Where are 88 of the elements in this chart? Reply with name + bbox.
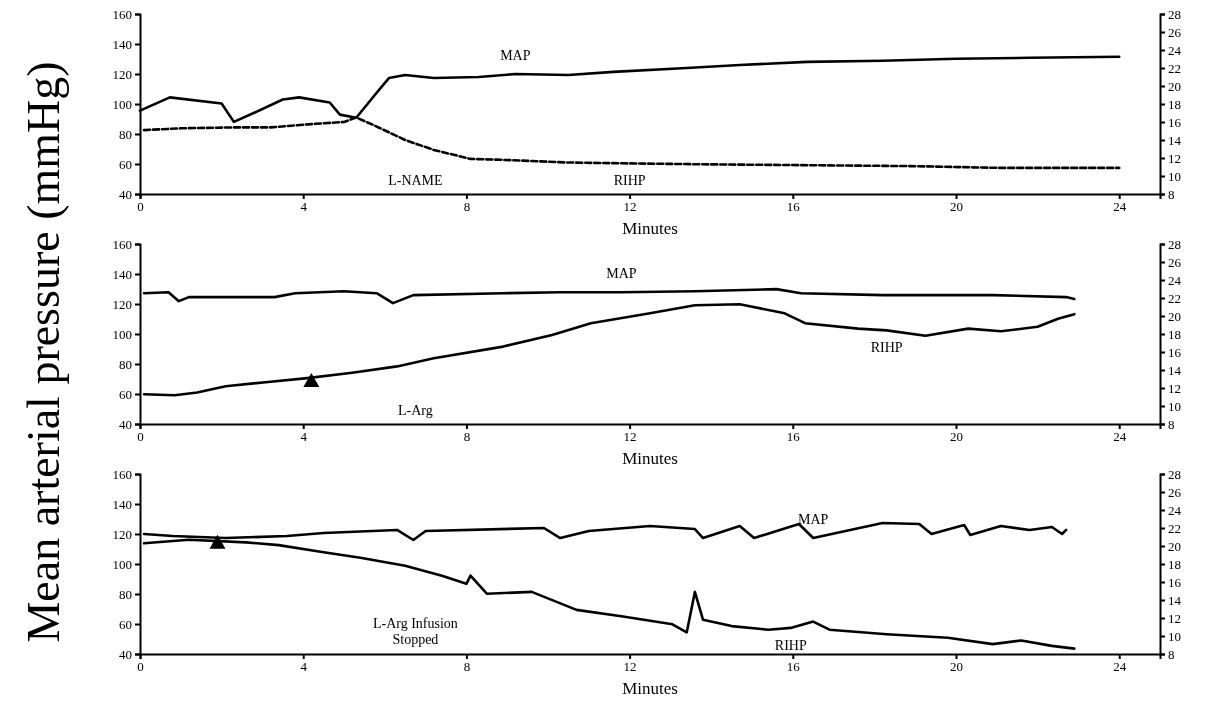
series-label: MAP xyxy=(606,266,637,282)
x-axis-title: Minutes xyxy=(622,679,678,698)
y-tick-label: 160 xyxy=(112,6,132,22)
x-tick-label: 0 xyxy=(137,199,144,215)
y2-tick-label: 18 xyxy=(1168,326,1181,342)
y2-tick-label: 8 xyxy=(1168,186,1175,202)
y2-tick-label: 14 xyxy=(1168,362,1182,378)
series-label: RIHP xyxy=(870,340,903,356)
y-tick-label: 160 xyxy=(112,466,132,482)
y-tick-label: 60 xyxy=(119,616,132,632)
y-tick-label: 140 xyxy=(112,266,132,282)
y2-tick-label: 22 xyxy=(1168,520,1181,536)
annotation: L-Arg Infusion Stopped xyxy=(372,615,458,648)
x-tick-label: 16 xyxy=(786,429,801,445)
y2-tick-label: 24 xyxy=(1168,42,1182,58)
x-tick-label: 4 xyxy=(300,659,308,675)
x-tick-label: 0 xyxy=(137,659,144,675)
x-axis-title: Minutes xyxy=(622,449,678,468)
y2-tick-label: 16 xyxy=(1168,344,1182,360)
y2-tick-label: 16 xyxy=(1168,114,1182,130)
x-tick-label: 0 xyxy=(137,429,144,445)
y2-tick-label: 26 xyxy=(1168,254,1182,270)
y2-tick-label: 20 xyxy=(1168,538,1181,554)
y-tick-label: 100 xyxy=(112,326,132,342)
series-label: MAP xyxy=(500,48,531,63)
x-tick-label: 8 xyxy=(463,199,471,215)
y2-tick-label: 20 xyxy=(1168,308,1181,324)
x-tick-label: 24 xyxy=(1113,429,1127,445)
y-tick-label: 140 xyxy=(112,496,132,512)
y2-tick-label: 26 xyxy=(1168,24,1182,40)
y2-tick-label: 10 xyxy=(1168,628,1181,644)
y2-tick-label: 26 xyxy=(1168,484,1182,500)
y2-tick-label: 10 xyxy=(1168,168,1181,184)
y-tick-label: 120 xyxy=(112,66,132,82)
y2-tick-label: 14 xyxy=(1168,592,1182,608)
x-tick-label: 20 xyxy=(950,659,963,675)
y2-tick-label: 22 xyxy=(1168,290,1181,306)
y-tick-label: 100 xyxy=(112,96,132,112)
y-tick-label: 120 xyxy=(112,296,132,312)
y2-tick-label: 24 xyxy=(1168,272,1182,288)
x-tick-label: 20 xyxy=(950,199,963,215)
y2-tick-label: 28 xyxy=(1168,6,1181,22)
y2-tick-label: 8 xyxy=(1168,646,1175,662)
y2-tick-label: 16 xyxy=(1168,574,1182,590)
y-tick-label: 60 xyxy=(119,156,132,172)
y-tick-label: 40 xyxy=(119,416,132,432)
x-axis-title: Minutes xyxy=(622,219,678,238)
y2-tick-label: 12 xyxy=(1168,610,1181,626)
y-tick-label: 160 xyxy=(112,236,132,252)
y2-tick-label: 22 xyxy=(1168,60,1181,76)
y-tick-label: 60 xyxy=(119,386,132,402)
y2-tick-label: 12 xyxy=(1168,380,1181,396)
annotation: L-Arg xyxy=(398,402,433,418)
y-tick-label: 80 xyxy=(119,356,132,372)
y-tick-label: 80 xyxy=(119,126,132,142)
series-label: RIHP xyxy=(613,173,646,189)
x-tick-label: 24 xyxy=(1113,199,1127,215)
y-tick-label: 40 xyxy=(119,186,132,202)
y2-tick-label: 18 xyxy=(1168,96,1181,112)
x-tick-label: 8 xyxy=(463,659,471,675)
x-tick-label: 24 xyxy=(1113,659,1127,675)
y2-tick-label: 28 xyxy=(1168,236,1181,252)
y2-tick-label: 12 xyxy=(1168,150,1181,166)
x-tick-label: 16 xyxy=(786,659,801,675)
series-label: MAP xyxy=(798,512,829,528)
y2-tick-label: 10 xyxy=(1168,398,1181,414)
y-tick-label: 40 xyxy=(119,646,132,662)
y2-tick-label: 8 xyxy=(1168,416,1175,432)
y-tick-label: 140 xyxy=(112,36,132,52)
x-tick-label: 12 xyxy=(623,199,637,215)
y-tick-label: 100 xyxy=(112,556,132,572)
series-label: RIHP xyxy=(774,637,807,653)
y2-tick-label: 18 xyxy=(1168,556,1181,572)
x-tick-label: 20 xyxy=(950,429,963,445)
y2-tick-label: 24 xyxy=(1168,502,1182,518)
x-tick-label: 4 xyxy=(300,199,308,215)
y2-tick-label: 14 xyxy=(1168,132,1182,148)
x-tick-label: 8 xyxy=(463,429,471,445)
y-tick-label: 80 xyxy=(119,586,132,602)
x-tick-label: 16 xyxy=(786,199,801,215)
x-tick-label: 12 xyxy=(623,659,637,675)
x-tick-label: 12 xyxy=(623,429,637,445)
x-tick-label: 4 xyxy=(300,429,308,445)
y-axis-title: Mean arterial pressure (mmHg) xyxy=(17,61,69,643)
y2-tick-label: 28 xyxy=(1168,466,1181,482)
y-tick-label: 120 xyxy=(112,526,132,542)
y2-tick-label: 20 xyxy=(1168,78,1181,94)
annotation: L-NAME xyxy=(388,172,443,188)
